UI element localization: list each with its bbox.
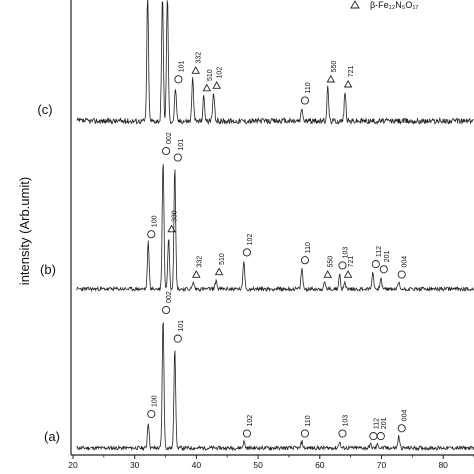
- peak-label: 721: [348, 66, 355, 78]
- peak-label: 510: [219, 253, 226, 265]
- peak-label: 004: [402, 410, 409, 422]
- peak-marker-circle: [338, 429, 347, 438]
- peak-label: 103: [343, 415, 350, 427]
- legend-triangle-icon: [350, 0, 360, 9]
- peak-label: 110: [305, 415, 312, 426]
- peak-marker-triangle: [214, 267, 224, 276]
- peak-marker-circle: [338, 261, 347, 270]
- peak-label: 332: [196, 52, 203, 64]
- peak-marker-circle: [397, 270, 406, 279]
- peak-label: 110: [305, 242, 312, 253]
- peak-marker-circle: [397, 424, 406, 433]
- peak-marker-triangle: [326, 74, 336, 83]
- x-tick-label: 20: [68, 460, 78, 470]
- x-tick-label: 50: [253, 460, 263, 470]
- x-tick-label: 30: [130, 460, 140, 470]
- series-line-0: [76, 322, 474, 452]
- panel-label: (b): [40, 262, 56, 277]
- peak-label: 100: [151, 215, 158, 227]
- peak-label: 112: [376, 246, 383, 257]
- peak-marker-circle: [369, 432, 378, 441]
- series-line-1: [76, 164, 474, 293]
- peak-marker-circle: [174, 75, 183, 84]
- peak-marker-triangle: [191, 66, 200, 74]
- x-tick-label: 70: [377, 460, 387, 470]
- peak-label: 004: [402, 256, 409, 268]
- peak-marker-triangle: [343, 79, 353, 88]
- peak-label: 002: [166, 291, 173, 303]
- peak-marker-circle: [147, 230, 156, 239]
- x-tick-label: 60: [315, 460, 325, 470]
- peak-label: 002: [166, 132, 173, 144]
- peak-marker-circle: [162, 305, 171, 315]
- peak-label: 550: [328, 256, 335, 268]
- peak-marker-triangle: [323, 270, 332, 278]
- peak-label: 102: [247, 234, 254, 246]
- peak-label: 101: [178, 139, 185, 151]
- peak-marker-circle: [147, 409, 156, 419]
- peak-label: 330: [172, 210, 179, 222]
- x-ticks-layer: 20 30 40 50 60 70 80: [68, 455, 474, 470]
- peak-marker-triangle: [167, 224, 176, 233]
- x-tick-label: 80: [438, 460, 448, 470]
- panel-labels-layer: (a) (b) (c): [37, 102, 60, 444]
- peak-marker-triangle: [212, 81, 221, 89]
- peak-label: 102: [217, 67, 224, 79]
- peak-marker-circle: [242, 248, 251, 257]
- peak-label: 102: [247, 415, 254, 427]
- peak-label: 101: [178, 320, 185, 332]
- y-axis-label: intensity (Arb.umit): [17, 177, 32, 285]
- legend-layer: β-Fe₁₂N₅O₁₇: [350, 0, 418, 10]
- peak-label: 101: [178, 61, 185, 73]
- peak-label: 103: [343, 247, 350, 259]
- axes-layer: [70, 0, 474, 456]
- peak-marker-circle: [379, 265, 388, 274]
- peak-marker-circle: [371, 260, 380, 269]
- series-line-2: [76, 0, 474, 126]
- peak-marker-triangle: [192, 270, 201, 278]
- peak-marker-circle: [376, 432, 385, 441]
- peak-marker-circle: [300, 429, 309, 438]
- peak-label: 550: [331, 61, 338, 73]
- panel-label: (a): [44, 429, 60, 444]
- peak-marker-circle: [300, 96, 309, 105]
- peak-label: 110: [305, 82, 312, 93]
- peak-label: 112: [373, 418, 380, 429]
- peak-marker-circle: [173, 334, 182, 343]
- peak-marker-circle: [173, 153, 182, 162]
- peak-marker-circle: [242, 429, 251, 438]
- peak-marker-circle: [162, 146, 171, 156]
- peak-label: 510: [207, 69, 214, 81]
- legend-entry-label: β-Fe₁₂N₅O₁₇: [370, 0, 418, 10]
- peak-marker-circle: [300, 256, 309, 265]
- peak-marker-triangle: [202, 83, 212, 92]
- peak-label: 721: [348, 256, 355, 268]
- peak-label: 201: [381, 417, 388, 429]
- x-tick-label: 40: [192, 460, 202, 470]
- peak-marker-triangle: [343, 270, 353, 278]
- peak-label: 100: [151, 395, 158, 407]
- peak-label: 201: [384, 251, 391, 263]
- panel-label: (c): [37, 102, 52, 117]
- peak-label: 332: [196, 256, 203, 268]
